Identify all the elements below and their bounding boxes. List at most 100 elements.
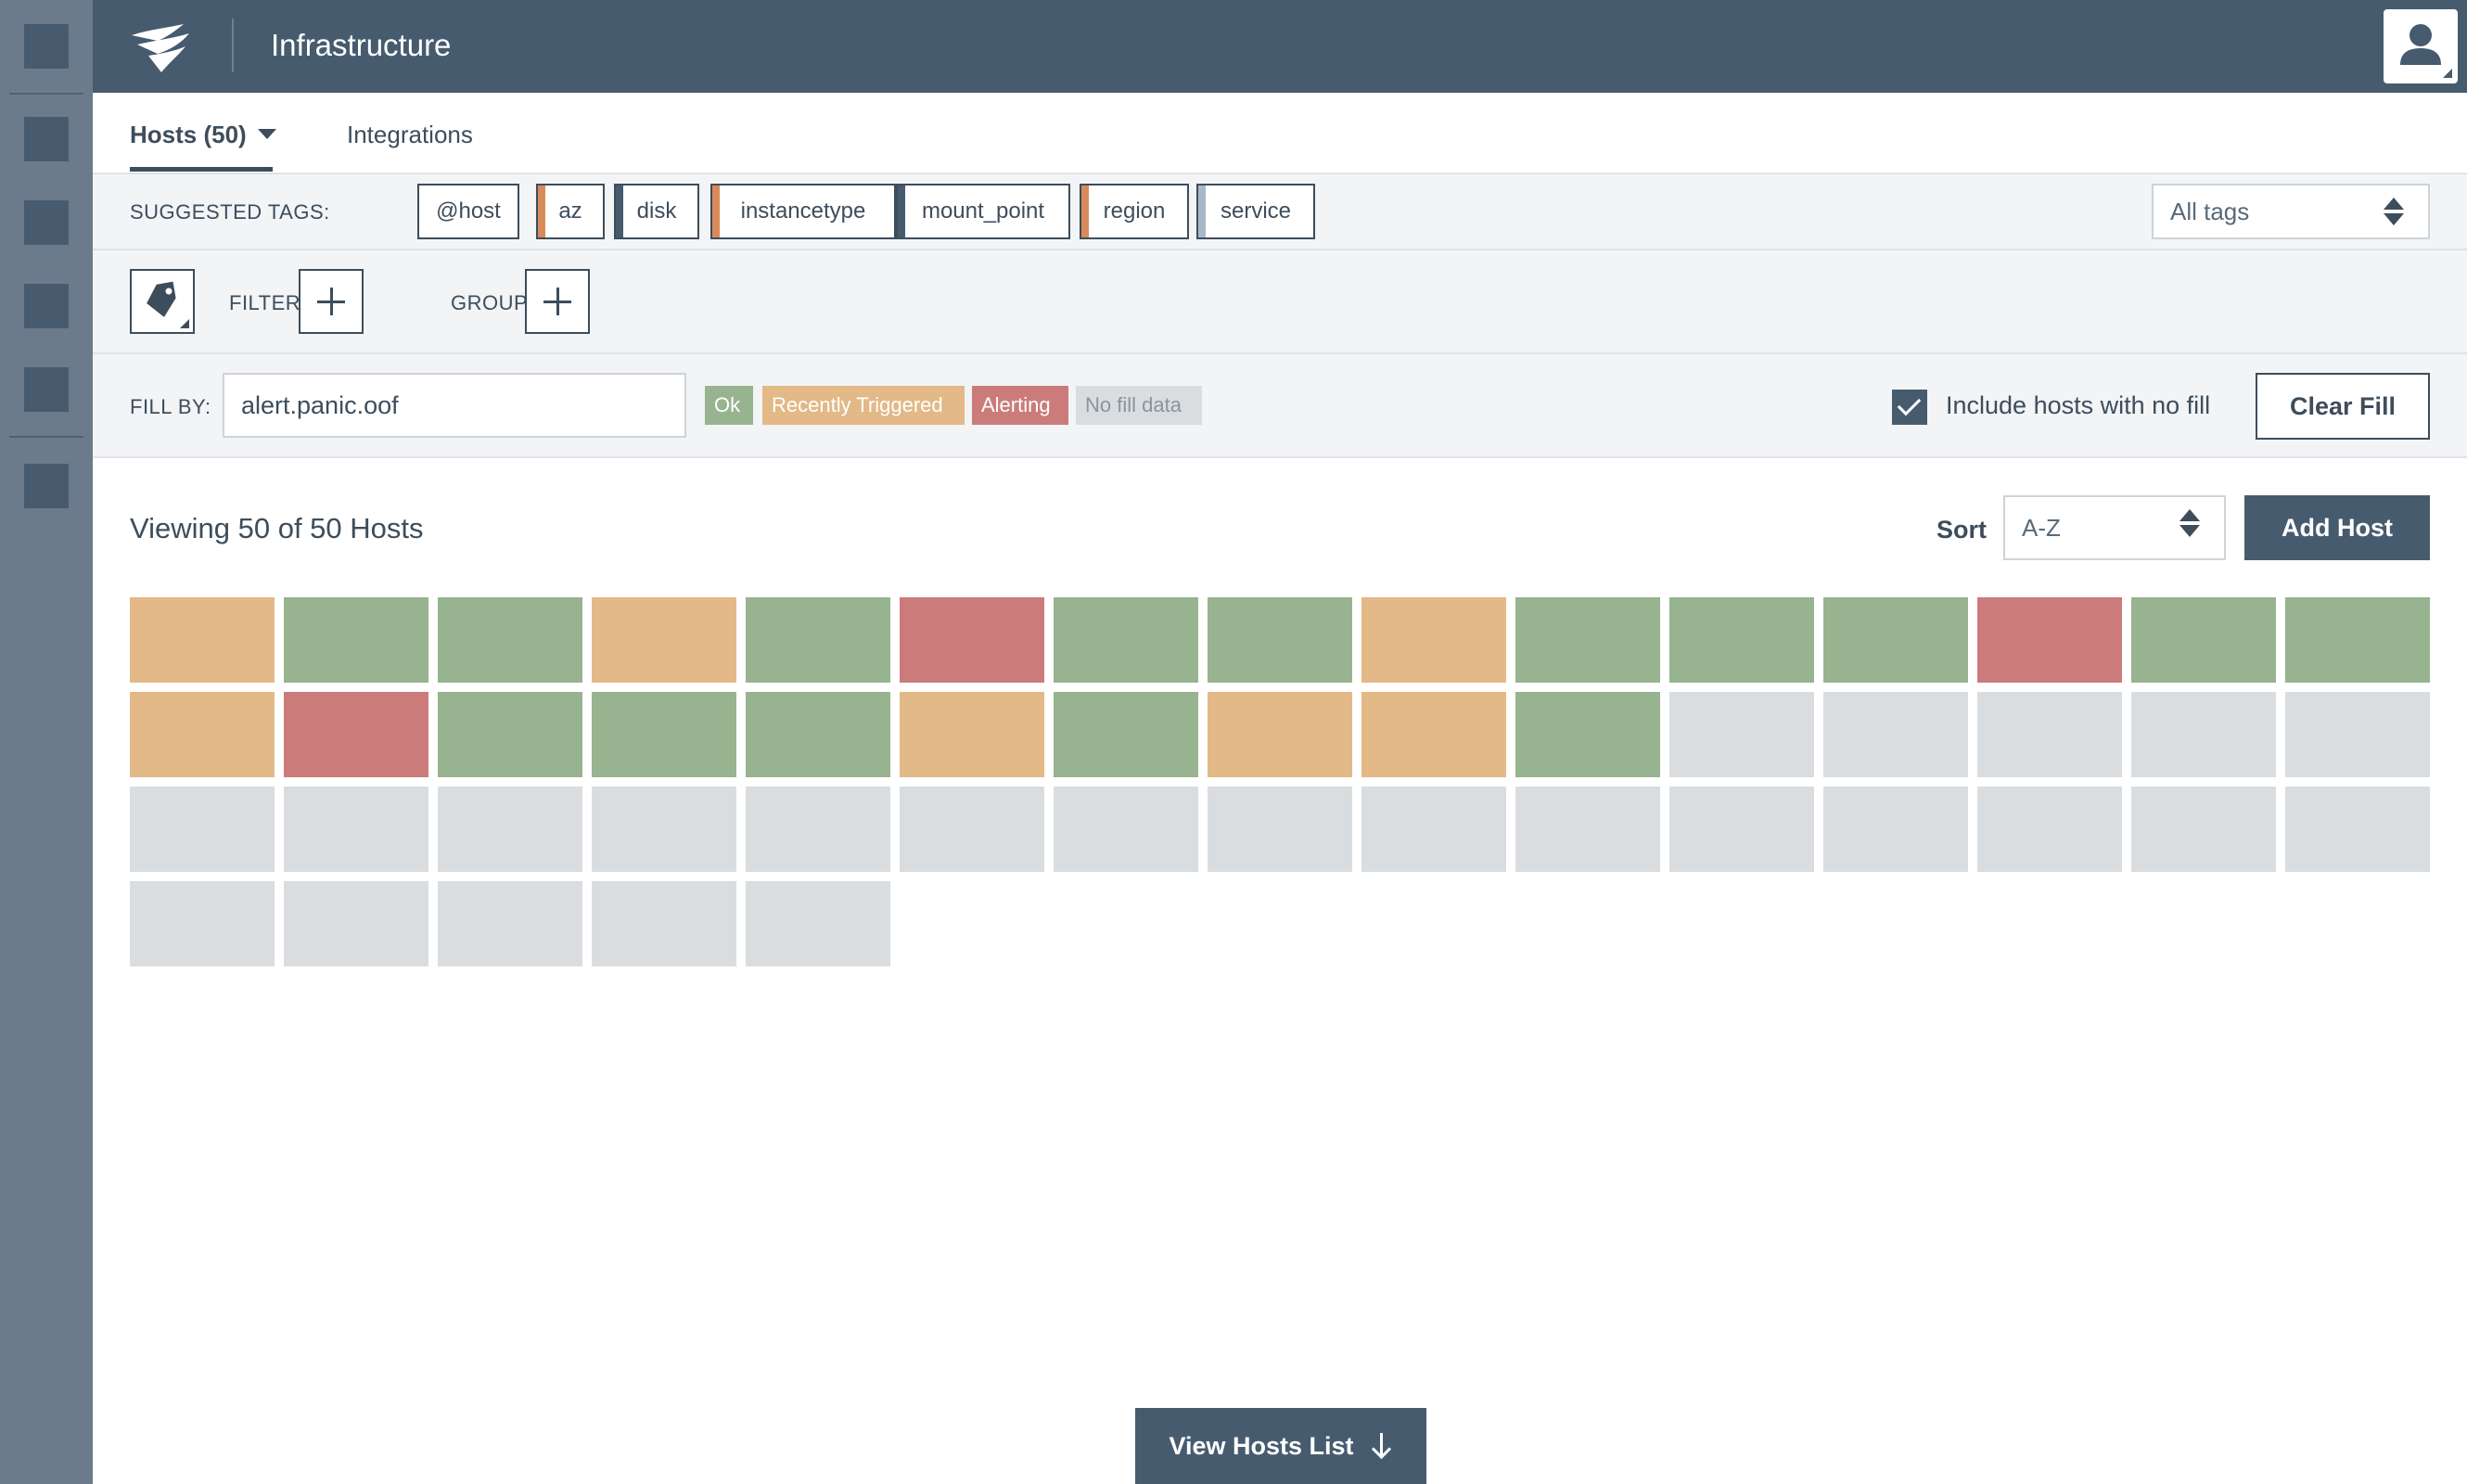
- host-cell[interactable]: [1977, 787, 2122, 872]
- host-cell[interactable]: [130, 692, 275, 777]
- tab-integrations[interactable]: Integrations: [347, 121, 473, 148]
- host-cell[interactable]: [1361, 692, 1506, 777]
- add-group-button[interactable]: [525, 269, 590, 334]
- host-cell[interactable]: [1823, 597, 1968, 683]
- rail-home-icon[interactable]: [24, 24, 69, 69]
- host-cell[interactable]: [2131, 597, 2276, 683]
- suggested-tag[interactable]: @host: [417, 184, 519, 239]
- host-cell[interactable]: [1515, 692, 1660, 777]
- tag-filter-button[interactable]: [130, 269, 195, 334]
- add-host-button[interactable]: Add Host: [2244, 495, 2430, 560]
- host-cell[interactable]: [1208, 787, 1352, 872]
- fill-metric-input[interactable]: [223, 373, 686, 438]
- host-cell[interactable]: [1669, 787, 1814, 872]
- user-avatar[interactable]: [2384, 9, 2458, 83]
- rail-nav-icon[interactable]: [24, 367, 69, 412]
- rail-nav-icon[interactable]: [24, 117, 69, 161]
- host-cell[interactable]: [284, 692, 428, 777]
- host-cell[interactable]: [1823, 787, 1968, 872]
- suggested-tags-label: SUGGESTED TAGS:: [130, 200, 330, 224]
- host-cell[interactable]: [1669, 597, 1814, 683]
- suggested-tag-label: mount_point: [921, 198, 1045, 224]
- host-cell[interactable]: [1361, 787, 1506, 872]
- host-cell[interactable]: [1977, 597, 2122, 683]
- tag-color-stripe: [712, 186, 720, 237]
- sort-select[interactable]: A-Z: [2003, 495, 2226, 560]
- tab-hosts[interactable]: Hosts (50): [130, 121, 276, 149]
- add-filter-button[interactable]: [299, 269, 364, 334]
- host-cell[interactable]: [1054, 692, 1198, 777]
- suggested-tag-label: disk: [636, 198, 677, 224]
- tab-bar: Hosts (50) Integrations: [93, 93, 2467, 174]
- host-cell[interactable]: [746, 881, 890, 966]
- suggested-tag[interactable]: disk: [614, 184, 699, 239]
- fill-legend-item: No fill data: [1076, 386, 1202, 425]
- host-cell[interactable]: [130, 787, 275, 872]
- host-cell[interactable]: [746, 597, 890, 683]
- rail-nav-icon[interactable]: [24, 284, 69, 328]
- tab-hosts-label: Hosts (50): [130, 121, 247, 148]
- tag-icon: [147, 281, 189, 328]
- tag-color-stripe: [1081, 186, 1089, 237]
- host-cell[interactable]: [2131, 692, 2276, 777]
- host-cell[interactable]: [284, 881, 428, 966]
- host-cell[interactable]: [284, 787, 428, 872]
- host-cell[interactable]: [2285, 692, 2430, 777]
- rail-nav-icon[interactable]: [24, 200, 69, 245]
- host-cell[interactable]: [130, 597, 275, 683]
- host-cell[interactable]: [900, 787, 1044, 872]
- tag-color-stripe: [419, 186, 427, 237]
- suggested-tag[interactable]: az: [536, 184, 605, 239]
- suggested-tag-label: region: [1103, 198, 1166, 224]
- suggested-tag[interactable]: region: [1080, 184, 1189, 239]
- suggested-tag-label: @host: [436, 198, 501, 224]
- host-cell[interactable]: [438, 787, 582, 872]
- host-cell[interactable]: [130, 881, 275, 966]
- host-cell[interactable]: [1823, 692, 1968, 777]
- view-hosts-list-button[interactable]: View Hosts List: [1135, 1408, 1426, 1484]
- host-cell[interactable]: [1054, 787, 1198, 872]
- host-cell[interactable]: [1208, 692, 1352, 777]
- solarwinds-logo-icon[interactable]: [130, 17, 200, 74]
- host-cell[interactable]: [1669, 692, 1814, 777]
- left-rail: [0, 0, 93, 1484]
- host-map: [130, 597, 2432, 966]
- fill-legend-item: Recently Triggered: [762, 386, 965, 425]
- tags-select[interactable]: All tags: [2152, 184, 2430, 239]
- suggested-tag[interactable]: service: [1196, 184, 1315, 239]
- filter-bar: FILTER BY: GROUP BY:: [93, 250, 2467, 354]
- host-cell[interactable]: [438, 597, 582, 683]
- host-cell[interactable]: [2285, 787, 2430, 872]
- host-cell[interactable]: [1515, 787, 1660, 872]
- host-cell[interactable]: [592, 692, 736, 777]
- host-cell[interactable]: [900, 692, 1044, 777]
- host-cell[interactable]: [2131, 787, 2276, 872]
- host-cell[interactable]: [900, 597, 1044, 683]
- host-cell[interactable]: [1977, 692, 2122, 777]
- host-cell[interactable]: [746, 787, 890, 872]
- rail-nav-icon[interactable]: [24, 464, 69, 508]
- suggested-tag[interactable]: instancetype: [710, 184, 896, 239]
- include-no-fill-checkbox[interactable]: [1892, 390, 1927, 425]
- fill-legend-item: Alerting: [972, 386, 1068, 425]
- tag-color-stripe: [538, 186, 545, 237]
- page-title: Infrastructure: [271, 28, 452, 62]
- host-cell[interactable]: [1515, 597, 1660, 683]
- arrow-down-icon: [1371, 1433, 1393, 1459]
- active-tab-underline: [130, 167, 273, 172]
- host-cell[interactable]: [284, 597, 428, 683]
- host-cell[interactable]: [2285, 597, 2430, 683]
- host-cell[interactable]: [592, 597, 736, 683]
- suggested-tag[interactable]: mount_point: [896, 184, 1070, 239]
- host-cell[interactable]: [1054, 597, 1198, 683]
- host-cell[interactable]: [746, 692, 890, 777]
- host-cell[interactable]: [1361, 597, 1506, 683]
- host-cell[interactable]: [438, 692, 582, 777]
- host-cell[interactable]: [438, 881, 582, 966]
- clear-fill-button[interactable]: Clear Fill: [2256, 373, 2430, 440]
- host-cell[interactable]: [592, 881, 736, 966]
- rail-divider: [9, 436, 83, 438]
- host-cell[interactable]: [1208, 597, 1352, 683]
- host-cell[interactable]: [592, 787, 736, 872]
